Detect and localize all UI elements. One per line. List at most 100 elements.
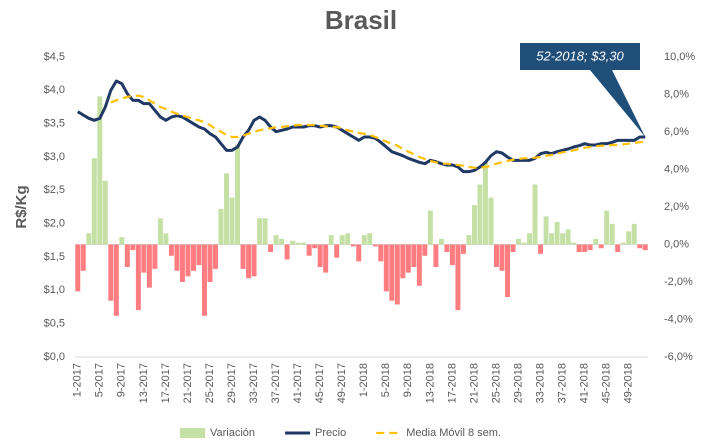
- bar: [75, 244, 81, 292]
- bar: [268, 244, 274, 252]
- bar: [422, 244, 428, 256]
- bar: [157, 218, 163, 245]
- bar: [185, 244, 191, 277]
- bar: [207, 244, 213, 282]
- x-tick-label: 41-2017: [292, 363, 304, 403]
- bar: [549, 233, 555, 245]
- bar: [427, 210, 433, 245]
- bar: [543, 216, 549, 245]
- bar: [416, 244, 422, 286]
- x-tick-label: 5-2017: [94, 363, 106, 397]
- y2-tick-label: 10,0%: [664, 51, 695, 63]
- bar: [356, 244, 362, 262]
- x-tick-label: 9-2017: [116, 363, 128, 397]
- bar: [411, 244, 417, 267]
- bar: [141, 244, 147, 273]
- bar: [108, 244, 114, 301]
- x-tick-label: 29-2017: [226, 363, 238, 403]
- bar: [306, 244, 312, 256]
- bar: [576, 244, 582, 252]
- bar: [637, 244, 643, 249]
- price-line: [76, 79, 646, 174]
- x-tick-label: 21-2017: [182, 363, 194, 403]
- bar: [312, 244, 318, 249]
- bar: [499, 244, 505, 271]
- x-tick-label: 37-2017: [270, 363, 282, 403]
- x-tick-label: 45-2017: [314, 363, 326, 403]
- y-tick-label: $0,0: [44, 351, 65, 363]
- bar: [86, 233, 92, 245]
- y-tick-label: $4,0: [44, 84, 65, 96]
- chart-title: Brasil: [325, 5, 397, 35]
- x-tick-label: 5-2018: [380, 363, 392, 397]
- bar: [532, 184, 538, 245]
- bar: [317, 244, 323, 267]
- bar: [565, 229, 571, 245]
- bar: [246, 244, 252, 279]
- bar: [444, 244, 450, 252]
- bar: [626, 231, 632, 245]
- bar: [257, 218, 263, 245]
- x-tick-label: 13-2017: [138, 363, 150, 403]
- bar: [438, 238, 444, 245]
- bar: [361, 235, 367, 245]
- bar: [146, 244, 152, 288]
- bar: [482, 162, 488, 245]
- bar: [119, 237, 125, 245]
- bar: [262, 218, 268, 245]
- bar: [620, 242, 626, 245]
- bar: [179, 244, 185, 282]
- y-tick-label: $3,5: [44, 118, 65, 130]
- bar: [168, 244, 174, 256]
- y2-tick-label: -6,0%: [664, 351, 693, 363]
- annotation: 52-2018; $3,30: [536, 48, 624, 63]
- bar: [560, 233, 566, 245]
- bar: [587, 244, 593, 251]
- bar: [339, 235, 345, 245]
- bar: [615, 244, 621, 252]
- bar: [273, 235, 279, 245]
- bar: [505, 244, 510, 297]
- bar: [471, 205, 477, 245]
- bar: [466, 235, 472, 245]
- bar: [571, 242, 577, 245]
- bar: [135, 244, 141, 311]
- bar: [124, 244, 130, 267]
- bar: [152, 244, 158, 269]
- bar: [130, 244, 136, 251]
- x-tick-label: 33-2018: [534, 363, 546, 403]
- x-tick-label: 49-2018: [623, 363, 635, 403]
- bar: [229, 197, 235, 245]
- bar: [433, 244, 439, 267]
- bar: [91, 158, 97, 245]
- bar: [383, 244, 389, 292]
- x-tick-label: 25-2017: [204, 363, 216, 403]
- bar: [631, 223, 637, 245]
- y-tick-label: $1,5: [44, 251, 65, 263]
- y2-tick-label: -4,0%: [664, 313, 693, 325]
- x-tick-label: 9-2018: [402, 363, 414, 397]
- bar: [251, 244, 257, 277]
- bar: [334, 244, 340, 258]
- x-tick-label: 17-2017: [160, 363, 172, 403]
- bar: [102, 180, 108, 245]
- x-tick-label: 33-2017: [248, 363, 260, 403]
- bar: [113, 244, 119, 316]
- x-tick-label: 41-2018: [579, 363, 591, 403]
- bar: [201, 244, 207, 316]
- bar: [213, 244, 218, 269]
- moving-average-line: [110, 94, 646, 169]
- bar: [80, 244, 86, 271]
- x-tick-label: 17-2018: [446, 363, 458, 403]
- y-tick-label: $1,0: [44, 284, 65, 296]
- bar: [593, 238, 599, 245]
- y2-tick-label: -2,0%: [664, 276, 693, 288]
- y2-tick-label: 0,0%: [664, 238, 689, 250]
- bar: [367, 233, 373, 245]
- bar: [527, 233, 533, 245]
- bar: [400, 244, 406, 279]
- legend-label: Media Móvil 8 sem.: [406, 427, 501, 439]
- bar: [642, 244, 648, 251]
- bar: [218, 208, 224, 245]
